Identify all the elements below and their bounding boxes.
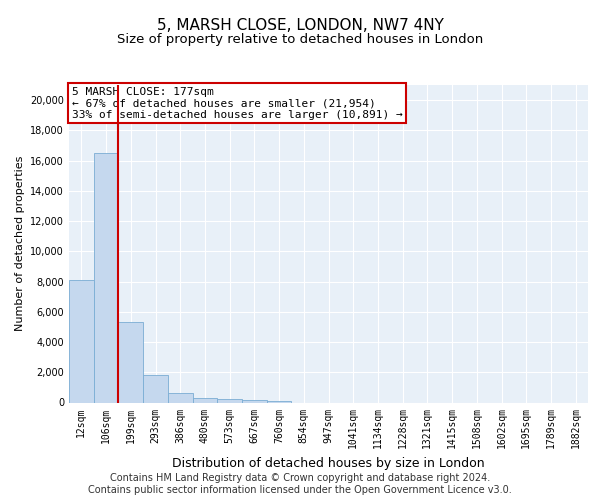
Y-axis label: Number of detached properties: Number of detached properties bbox=[15, 156, 25, 332]
Bar bbox=[143, 374, 168, 402]
Text: 5, MARSH CLOSE, LONDON, NW7 4NY: 5, MARSH CLOSE, LONDON, NW7 4NY bbox=[157, 18, 443, 32]
Bar bbox=[118, 322, 143, 402]
Bar bbox=[217, 399, 242, 402]
Text: 5 MARSH CLOSE: 177sqm
← 67% of detached houses are smaller (21,954)
33% of semi-: 5 MARSH CLOSE: 177sqm ← 67% of detached … bbox=[71, 86, 403, 120]
Bar bbox=[193, 398, 217, 402]
Bar bbox=[69, 280, 94, 402]
Text: Size of property relative to detached houses in London: Size of property relative to detached ho… bbox=[117, 32, 483, 46]
Bar bbox=[168, 392, 193, 402]
Bar bbox=[242, 400, 267, 402]
Bar bbox=[267, 400, 292, 402]
X-axis label: Distribution of detached houses by size in London: Distribution of detached houses by size … bbox=[172, 457, 485, 470]
Text: Contains HM Land Registry data © Crown copyright and database right 2024.
Contai: Contains HM Land Registry data © Crown c… bbox=[88, 474, 512, 495]
Bar bbox=[94, 153, 118, 402]
